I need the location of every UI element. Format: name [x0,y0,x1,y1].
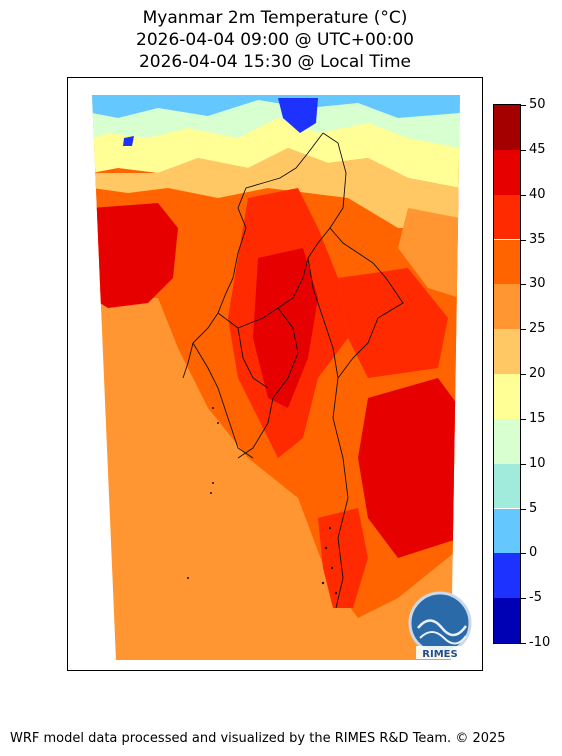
colorbar-tick-label: 45 [529,141,546,157]
colorbar-band [494,418,520,464]
map-title: Myanmar 2m Temperature (°C) [142,8,408,28]
colorbar-band [494,508,520,554]
colorbar-tick-label: 40 [529,186,546,202]
colorbar-tick-label: 5 [529,500,538,516]
island-markers [187,407,338,595]
rimes-logo-text: RIMES [422,649,457,660]
colorbar-tick-label: 20 [529,366,546,381]
colorbar-band [494,239,520,285]
temperature-map: RIMES [92,95,472,660]
colorbar-tick [520,284,526,286]
colorbar-band [494,553,520,599]
colorbar-band [494,329,520,374]
colorbar-band [494,598,520,643]
credit-footer: WRF model data processed and visualized … [10,731,506,746]
colorbar-band [494,284,520,330]
colorbar-band [494,105,520,150]
colorbar-tick-label: -10 [529,635,551,650]
colorbar-band [494,194,520,240]
temperature-field [92,95,460,660]
colorbar-tick [520,598,526,600]
colorbar-tick [520,194,526,196]
colorbar-tick-label: 50 [529,97,546,112]
colorbar-tick-label: 15 [529,410,546,426]
colorbar-tick-label: 0 [529,545,538,561]
colorbar-tick [520,329,526,331]
colorbar-band [494,463,520,509]
country-borders [182,132,404,609]
colorbar-band [494,149,520,195]
colorbar-tick [520,418,526,420]
colorbar-tick [520,643,526,644]
local-time-subtitle: 2026-04-04 15:30 @ Local Time [138,52,412,72]
colorbar-tick-label: 25 [529,321,546,337]
colorbar-tick [520,553,526,555]
colorbar-tick [520,149,526,151]
rimes-logo: RIMES [408,591,472,660]
colorbar-tick-label: 35 [529,231,546,247]
colorbar-tick-label: 10 [529,455,546,471]
colorbar-tick [520,508,526,510]
map-panel: RIMES [67,77,483,671]
colorbar-tick-label: -5 [529,590,542,606]
colorbar-tick [520,463,526,465]
colorbar-tick [520,105,526,106]
temperature-colorbar [493,104,521,644]
colorbar-band [494,374,520,419]
utc-time-subtitle: 2026-04-04 09:00 @ UTC+00:00 [136,30,414,50]
colorbar-tick-label: 30 [529,276,546,292]
colorbar-tick [520,374,526,375]
colorbar-tick [520,239,526,241]
